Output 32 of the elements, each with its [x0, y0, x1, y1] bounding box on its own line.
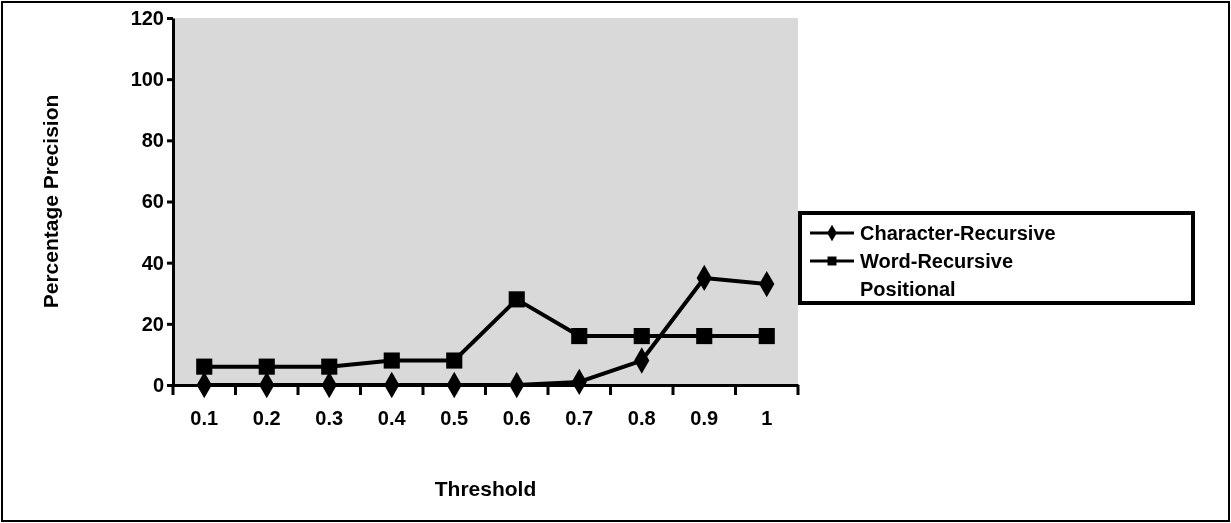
- x-tick-label: 0.7: [565, 407, 594, 430]
- x-tick-label: 0.3: [315, 407, 344, 430]
- x-tick-label: 0.1: [190, 407, 219, 430]
- x-axis-title: Threshold: [434, 477, 537, 500]
- legend-label: Character-Recursive: [860, 222, 1056, 244]
- y-tick-label: 60: [141, 190, 164, 213]
- point: [571, 328, 588, 345]
- point: [758, 328, 775, 345]
- y-tick-label: 100: [130, 68, 164, 91]
- y-axis-title: Percentage Precision: [39, 94, 62, 309]
- point: [633, 328, 650, 345]
- point: [321, 358, 338, 375]
- y-tick-label: 120: [130, 6, 164, 29]
- y-tick-label: 20: [141, 312, 164, 335]
- x-tick-label: 0.8: [627, 407, 656, 430]
- x-tick-label: 1: [761, 407, 773, 430]
- point: [696, 328, 713, 345]
- y-tick-label: 0: [152, 373, 164, 396]
- text: Positional: [860, 278, 956, 300]
- x-tick-label: 0.6: [502, 407, 531, 430]
- x-tick-label: 0.2: [252, 407, 281, 430]
- legend-label: Word-Recursive: [860, 250, 1014, 272]
- y-tick-label: 80: [141, 129, 164, 152]
- point: [446, 352, 463, 369]
- point: [383, 352, 400, 369]
- x-tick-label: 0.9: [690, 407, 719, 430]
- y-tick-label: 40: [141, 251, 164, 274]
- x-tick-label: 0.5: [440, 407, 469, 430]
- point: [258, 358, 275, 375]
- point: [508, 291, 525, 308]
- point: [196, 358, 213, 375]
- x-tick-label: 0.4: [377, 407, 407, 430]
